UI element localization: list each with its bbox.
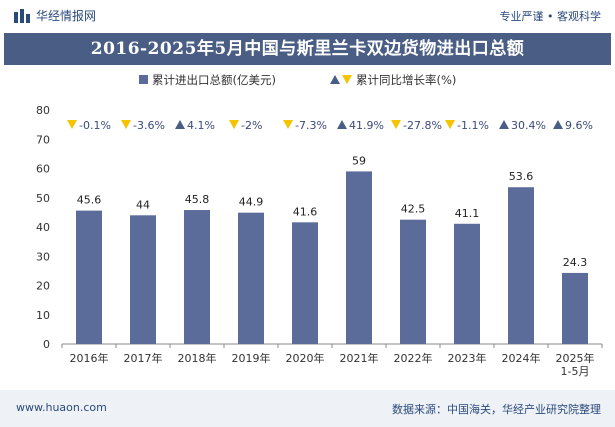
growth-label: 41.9% [349, 119, 384, 132]
bar-value-label: 53.6 [509, 170, 534, 183]
growth-down-icon [121, 120, 131, 129]
y-tick-label: 30 [36, 250, 50, 263]
y-tick-label: 70 [36, 133, 50, 146]
bar [562, 272, 588, 344]
growth-up-icon [553, 120, 563, 129]
x-tick-label: 2019年 [232, 351, 271, 365]
growth-up-icon [499, 120, 509, 129]
tagline: 专业严谨 • 客观科学 [499, 10, 601, 23]
growth-label: -1.1% [457, 119, 489, 132]
growth-down-icon [229, 120, 239, 129]
growth-down-icon [67, 120, 77, 129]
growth-label: 30.4% [511, 119, 546, 132]
x-tick-label: 2024年 [502, 351, 541, 365]
y-tick-label: 60 [36, 163, 50, 176]
bar-value-label: 45.6 [77, 194, 102, 207]
x-tick-label: 2025年 [556, 351, 595, 365]
growth-label: -3.6% [133, 119, 165, 132]
bar [508, 187, 534, 344]
bar-value-label: 41.6 [293, 205, 318, 218]
footer: www.huaon.com 数据来源：中国海关，华经产业研究院整理 [0, 390, 615, 427]
logo-icon [14, 8, 30, 23]
bar [184, 210, 210, 344]
y-tick-label: 50 [36, 192, 50, 205]
legend-marker-up [330, 75, 340, 84]
chart-title: 2016-2025年5月中国与斯里兰卡双边货物进出口总额 [90, 39, 525, 59]
y-tick-label: 0 [43, 338, 50, 351]
legend-label-total: 累计进出口总额(亿美元) [152, 73, 276, 87]
legend-label-growth: 累计同比增长率(%) [356, 73, 456, 87]
legend-marker-down [342, 75, 352, 84]
growth-label: 4.1% [187, 119, 215, 132]
growth-down-icon [283, 120, 293, 129]
growth-label: -2% [241, 119, 262, 132]
bar-value-label: 41.1 [455, 207, 480, 220]
y-tick-label: 20 [36, 280, 50, 293]
x-tick-label: 2023年 [448, 351, 487, 365]
bar [454, 223, 480, 344]
x-tick-label: 2021年 [340, 351, 379, 365]
growth-label: -27.8% [403, 119, 442, 132]
growth-up-icon [175, 120, 185, 129]
x-tick-label: 2016年 [70, 351, 109, 365]
growth-label: 9.6% [565, 119, 593, 132]
x-tick-label: 2017年 [124, 351, 163, 365]
growth-up-icon [337, 120, 347, 129]
x-tick-label: 2022年 [394, 351, 433, 365]
bar [76, 210, 102, 344]
bar-value-label: 44 [136, 198, 150, 211]
x-tick-label: 2020年 [286, 351, 325, 365]
bar-value-label: 45.8 [185, 193, 210, 206]
y-tick-label: 80 [36, 104, 50, 117]
y-tick-label: 40 [36, 221, 50, 234]
x-tick-label: 2018年 [178, 351, 217, 365]
bar-value-label: 24.3 [563, 256, 588, 269]
bar [130, 215, 156, 344]
x-tick-label: 1-5月 [561, 365, 590, 378]
bar-value-label: 59 [352, 154, 366, 167]
title-bar: 2016-2025年5月中国与斯里兰卡双边货物进出口总额 [4, 33, 611, 65]
bar [400, 219, 426, 344]
footer-url[interactable]: www.huaon.com [16, 401, 107, 414]
chart: 累计进出口总额(亿美元) 累计同比增长率(%) 0 10 20 30 40 50 60 70 80 4… [36, 73, 603, 378]
brand[interactable]: 华经情报网 [14, 7, 96, 24]
data-source: 数据来源：中国海关，华经产业研究院整理 [392, 403, 601, 416]
y-tick-label: 10 [36, 309, 50, 322]
bar [292, 222, 318, 344]
page-header: 华经情报网 专业严谨 • 客观科学 [0, 0, 615, 30]
bar [238, 212, 264, 344]
bar-value-label: 44.9 [239, 196, 264, 209]
legend-swatch-total [139, 75, 148, 84]
growth-label: -7.3% [295, 119, 327, 132]
bar [346, 171, 372, 344]
bar-value-label: 42.5 [401, 203, 426, 216]
brand-name: 华经情报网 [36, 9, 97, 23]
growth-label: -0.1% [79, 119, 111, 132]
growth-down-icon [445, 120, 455, 129]
growth-down-icon [391, 120, 401, 129]
